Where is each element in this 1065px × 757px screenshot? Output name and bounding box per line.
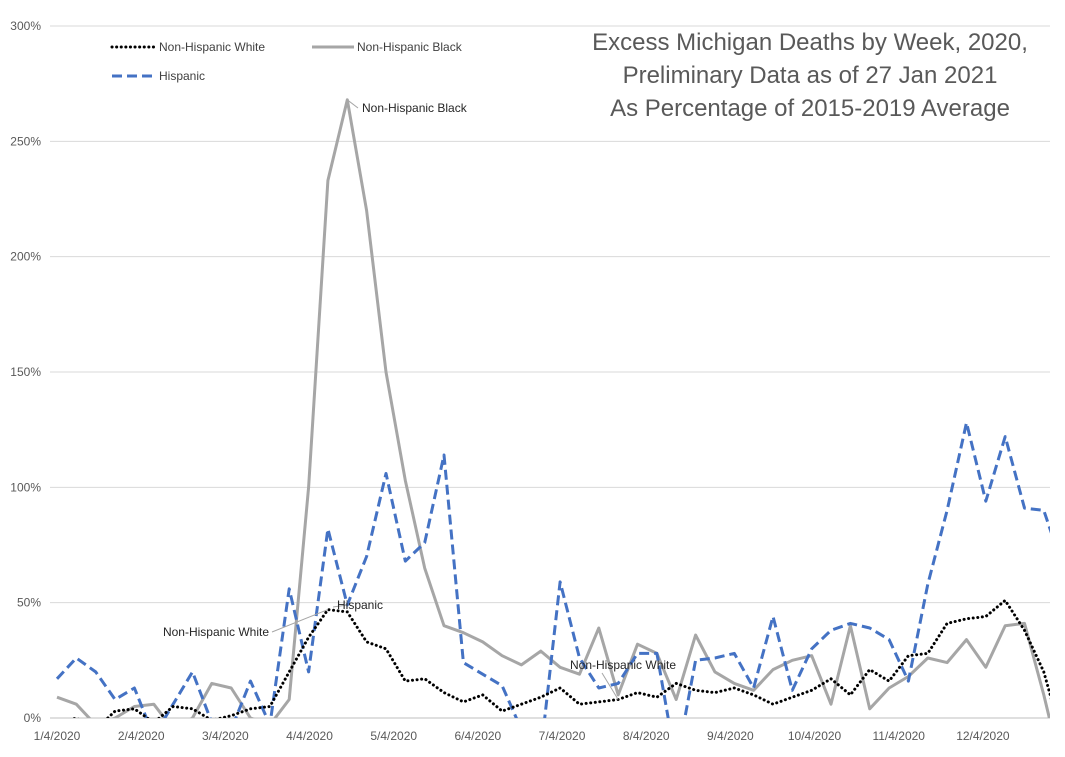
gridlines <box>50 25 1050 719</box>
x-tick-label: 6/4/2020 <box>455 729 502 743</box>
series-lines <box>55 98 1050 718</box>
x-tick-label: 11/4/2020 <box>872 729 925 743</box>
x-tick-label: 4/4/2020 <box>286 729 333 743</box>
title-line-2: Preliminary Data as of 27 Jan 2021 <box>623 62 998 89</box>
x-axis-ticks: 1/4/2020 2/4/2020 3/4/2020 4/4/2020 5/4/2020… <box>34 729 1010 743</box>
y-tick-label: 0% <box>24 711 42 725</box>
annotation-label: Non-Hispanic Black <box>362 101 468 115</box>
annotation-leader <box>601 672 619 700</box>
legend-label-white: Non-Hispanic White <box>159 40 265 54</box>
title-line-1: Excess Michigan Deaths by Week, 2020, <box>592 29 1028 56</box>
legend-label-black: Non-Hispanic Black <box>357 40 463 54</box>
annotation-label: Hispanic <box>337 598 383 612</box>
x-tick-label: 1/4/2020 <box>34 729 81 743</box>
y-tick-label: 200% <box>10 250 41 264</box>
annotation-leader <box>346 99 359 109</box>
x-tick-label: 2/4/2020 <box>118 729 165 743</box>
annotation-label: Non-Hispanic White <box>570 658 676 672</box>
y-axis-ticks: 0% 50% 100% 150% 200% 250% 300% <box>10 19 41 725</box>
title-line-3: As Percentage of 2015-2019 Average <box>610 95 1010 122</box>
annotations: Non-Hispanic Black Hispanic Non-Hispanic W… <box>163 99 676 700</box>
series-line-non-hispanic-black <box>56 98 1050 718</box>
y-tick-label: 250% <box>10 134 41 148</box>
x-tick-label: 12/4/2020 <box>956 729 1010 743</box>
y-tick-label: 50% <box>17 596 41 610</box>
series-line-hispanic <box>55 421 1050 718</box>
annotation-label: Non-Hispanic White <box>163 625 269 639</box>
x-tick-label: 8/4/2020 <box>623 729 670 743</box>
x-tick-label: 7/4/2020 <box>539 729 586 743</box>
x-tick-label: 3/4/2020 <box>202 729 249 743</box>
chart-title: Excess Michigan Deaths by Week, 2020, Pr… <box>592 29 1028 122</box>
y-tick-label: 150% <box>10 365 41 379</box>
annotation-leader <box>271 609 329 633</box>
y-tick-label: 300% <box>10 19 41 33</box>
annotation-leader <box>332 604 348 608</box>
y-tick-label: 100% <box>10 480 41 494</box>
legend-label-hispanic: Hispanic <box>159 69 205 83</box>
x-tick-label: 5/4/2020 <box>370 729 417 743</box>
x-tick-label: 10/4/2020 <box>788 729 842 743</box>
x-tick-label: 9/4/2020 <box>707 729 754 743</box>
legend: Non-Hispanic White Non-Hispanic Black Hi… <box>110 40 463 83</box>
series-line-non-hispanic-white <box>71 598 1050 718</box>
